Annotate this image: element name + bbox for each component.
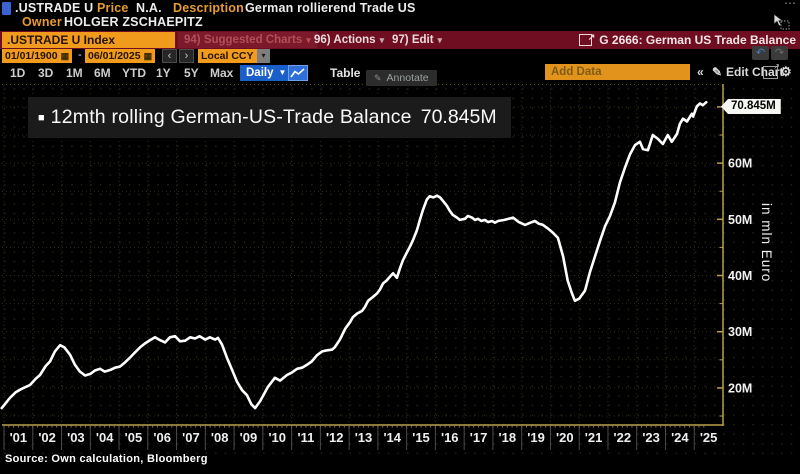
date-to-value: 06/01/2025 (88, 50, 141, 62)
shift-range-back-button[interactable]: ‹ (162, 49, 177, 63)
x-axis-year-label: '11 (297, 430, 315, 445)
pencil-icon[interactable]: ✎ (712, 65, 723, 79)
series-bullet-icon: ■ (38, 111, 45, 124)
x-axis-year-label: '14 (383, 430, 402, 445)
x-axis-year-label: '07 (182, 430, 200, 445)
period-button-1m[interactable]: 1M (66, 66, 83, 80)
line-chart-icon (290, 68, 305, 78)
description-value: German rollierend Trade US (245, 1, 416, 15)
period-button-3d[interactable]: 3D (38, 66, 54, 80)
x-axis-year-label: '01 (9, 430, 28, 445)
actions-menu[interactable]: 96) Actions ▾ (314, 32, 384, 48)
annotate-button[interactable]: ✎ Annotate (366, 70, 437, 86)
x-axis-year-label: '17 (469, 430, 488, 445)
price-label: Price (97, 1, 129, 15)
period-button-ytd[interactable]: YTD (122, 66, 146, 80)
frequency-select[interactable]: Daily ▼ (240, 65, 293, 81)
table-button[interactable]: Table (330, 66, 361, 80)
frequency-value: Daily (246, 67, 274, 79)
date-range-separator: - (78, 49, 82, 61)
actions-label: 96) Actions (314, 34, 376, 46)
undo-button[interactable]: ↶ (752, 46, 769, 60)
x-axis-year-label: '04 (95, 430, 114, 445)
suggested-charts-menu[interactable]: 94) Suggested Charts ▾ (178, 32, 317, 48)
period-button-1y[interactable]: 1Y (156, 66, 171, 80)
mouse-cursor-icon (773, 13, 790, 30)
x-axis-year-label: '24 (671, 430, 689, 445)
caret-down-icon: ▾ (437, 35, 443, 45)
currency-dropdown-button[interactable]: ▾ (257, 49, 270, 63)
security-field[interactable]: .USTRADE U Index (2, 32, 175, 48)
period-button-5y[interactable]: 5Y (184, 66, 199, 80)
price-value: N.A. (136, 1, 162, 15)
x-axis-year-label: '13 (354, 430, 373, 445)
export-arrow-glyph: ↗ (587, 32, 596, 42)
x-axis-year-label: '08 (210, 430, 229, 445)
x-axis-year-label: '10 (268, 430, 286, 445)
annotate-pencil-icon: ✎ (374, 73, 382, 83)
x-axis-year-label: '03 (67, 430, 85, 445)
currency-select[interactable]: Local CCY (198, 49, 261, 63)
x-axis-year-label: '18 (498, 430, 517, 445)
description-label: Description (173, 1, 244, 15)
export-chart-icon[interactable]: ↗ (579, 32, 595, 46)
x-axis-year-label: '25 (699, 430, 718, 445)
y-axis-title: in mln Euro (759, 203, 774, 283)
gear-icon[interactable]: ⚙ (780, 64, 792, 79)
line-chart-type-button[interactable] (288, 65, 308, 81)
calendar-icon[interactable]: ▦ (60, 51, 70, 61)
x-axis-year-label: '20 (556, 430, 574, 445)
shift-range-forward-button[interactable]: › (179, 49, 194, 63)
period-button-max[interactable]: Max (210, 66, 234, 80)
collapse-panel-button[interactable]: « (697, 65, 704, 79)
owner-label: Owner (22, 15, 62, 29)
currency-value: Local CCY (201, 50, 254, 62)
caret-down-icon: ▾ (306, 35, 311, 45)
popout-chart-icon[interactable]: ↗ (763, 62, 780, 79)
edit-menu[interactable]: 97) Edit ▾ (392, 32, 442, 48)
security-flag-icon (2, 2, 11, 15)
chart-reference: ↗ G 2666: German US Trade Balance (579, 32, 796, 48)
x-axis-year-label: '02 (38, 430, 56, 445)
period-button-6m[interactable]: 6M (94, 66, 111, 80)
date-from-value: 01/01/1900 (5, 50, 58, 62)
source-note: Source: Own calculation, Bloomberg (5, 453, 208, 465)
period-button-1d[interactable]: 1D (10, 66, 26, 80)
x-axis-year-label: '05 (124, 430, 143, 445)
owner-value: HOLGER ZSCHAEPITZ (64, 15, 203, 29)
x-axis-year-label: '09 (239, 430, 258, 445)
redo-button[interactable]: ↷ (771, 46, 788, 60)
chart-reference-title: G 2666: German US Trade Balance (599, 33, 796, 47)
series-last-value: 70.845M (420, 106, 497, 128)
x-axis-year-label: '15 (412, 430, 430, 445)
annotate-label: Annotate (386, 72, 429, 84)
date-to-field[interactable]: 06/01/2025 ▦ (85, 49, 156, 63)
ticker-symbol: .USTRADE U (15, 1, 94, 15)
caret-down-icon: ▼ (278, 68, 287, 77)
chart-plot-background (0, 84, 800, 454)
series-legend[interactable]: ■ 12mth rolling German-US-Trade Balance … (28, 97, 511, 138)
suggested-charts-label: 94) Suggested Charts (184, 34, 303, 46)
x-axis-year-label: '06 (153, 430, 171, 445)
popout-arrow-glyph: ↗ (773, 62, 780, 71)
x-axis-year-label: '21 (584, 430, 603, 445)
x-axis-year-label: '23 (642, 430, 660, 445)
caret-down-icon: ▾ (379, 35, 385, 45)
edit-chart-button[interactable]: Edit Chart (726, 65, 784, 79)
chart-title-bar: .USTRADE U Index 94) Suggested Charts ▾ 9… (0, 31, 800, 49)
calendar-icon[interactable]: ▦ (143, 51, 153, 61)
overflow-dots-icon[interactable]: ⋯ (784, 0, 797, 10)
x-axis-year-label: '22 (613, 430, 632, 445)
x-axis-year-label: '16 (440, 430, 459, 445)
series-name: 12mth rolling German-US-Trade Balance (50, 106, 412, 128)
date-from-field[interactable]: 01/01/1900 ▦ (2, 49, 73, 63)
edit-label: 97) Edit (392, 34, 434, 46)
x-axis-year-label: '19 (527, 430, 545, 445)
x-axis-year-label: '12 (325, 430, 344, 445)
add-data-input[interactable]: Add Data (545, 64, 690, 80)
last-value-axis-marker: 70.845M (721, 99, 781, 114)
